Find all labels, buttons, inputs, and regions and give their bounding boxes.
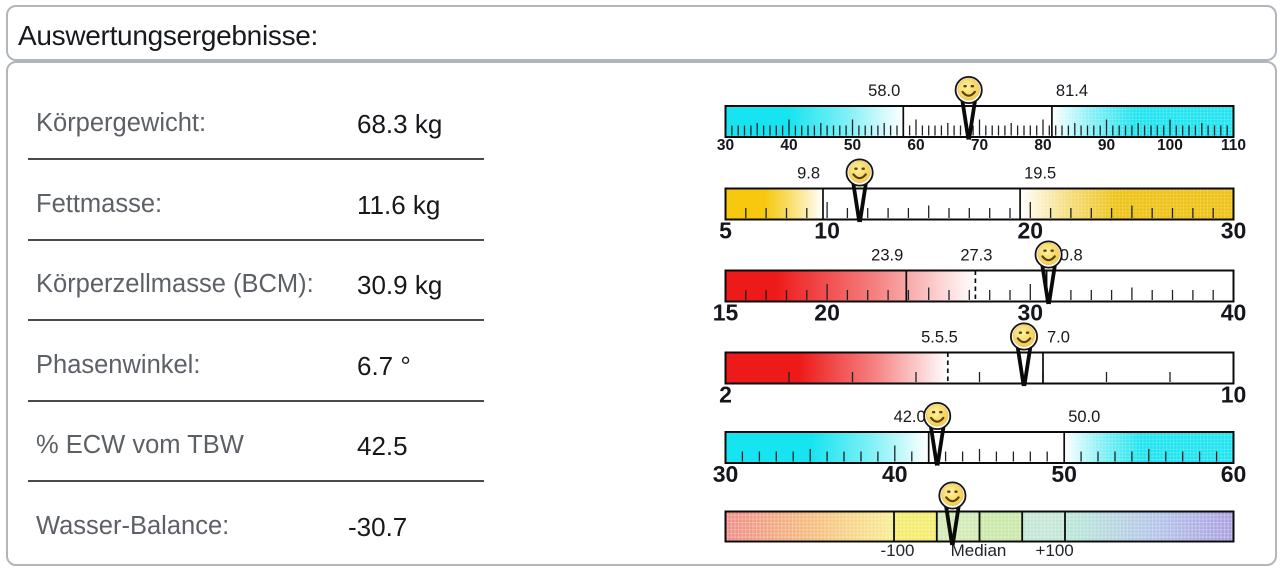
svg-text:-100: -100 xyxy=(880,541,914,560)
svg-text:2: 2 xyxy=(719,382,732,408)
svg-text:20: 20 xyxy=(814,300,840,326)
svg-text:70: 70 xyxy=(971,137,988,154)
svg-text:9.8: 9.8 xyxy=(797,165,820,183)
svg-text:30: 30 xyxy=(713,461,739,487)
svg-text:42.0: 42.0 xyxy=(894,408,926,426)
svg-text:7.0: 7.0 xyxy=(1047,329,1070,347)
svg-text:60: 60 xyxy=(907,137,924,154)
svg-text:80: 80 xyxy=(1034,137,1051,154)
svg-text:5.5.5: 5.5.5 xyxy=(921,329,958,347)
svg-text:30: 30 xyxy=(717,137,734,154)
svg-text:50: 50 xyxy=(844,137,861,154)
svg-text:60: 60 xyxy=(1221,461,1247,487)
svg-text:100: 100 xyxy=(1157,137,1183,154)
svg-text:10: 10 xyxy=(1221,382,1247,408)
svg-text:Median: Median xyxy=(951,541,1007,560)
svg-text:40: 40 xyxy=(780,137,797,154)
svg-text:19.5: 19.5 xyxy=(1024,165,1056,183)
svg-text:50.0: 50.0 xyxy=(1068,408,1100,426)
svg-text:23.9: 23.9 xyxy=(871,247,903,265)
svg-text:110: 110 xyxy=(1221,137,1246,154)
svg-text:15: 15 xyxy=(713,300,739,326)
svg-text:20: 20 xyxy=(1018,218,1044,244)
svg-text:30: 30 xyxy=(1221,218,1247,244)
svg-text:58.0: 58.0 xyxy=(868,82,900,100)
svg-text:27.3: 27.3 xyxy=(960,247,992,265)
svg-text:90: 90 xyxy=(1098,137,1115,154)
svg-text:40: 40 xyxy=(882,461,908,487)
svg-text:10: 10 xyxy=(814,218,840,244)
svg-text:50: 50 xyxy=(1051,461,1077,487)
svg-text:81.4: 81.4 xyxy=(1056,82,1088,100)
svg-text:40: 40 xyxy=(1221,300,1247,326)
svg-text:5: 5 xyxy=(719,218,732,244)
svg-text:30: 30 xyxy=(1018,300,1044,326)
svg-text:+100: +100 xyxy=(1035,541,1073,560)
